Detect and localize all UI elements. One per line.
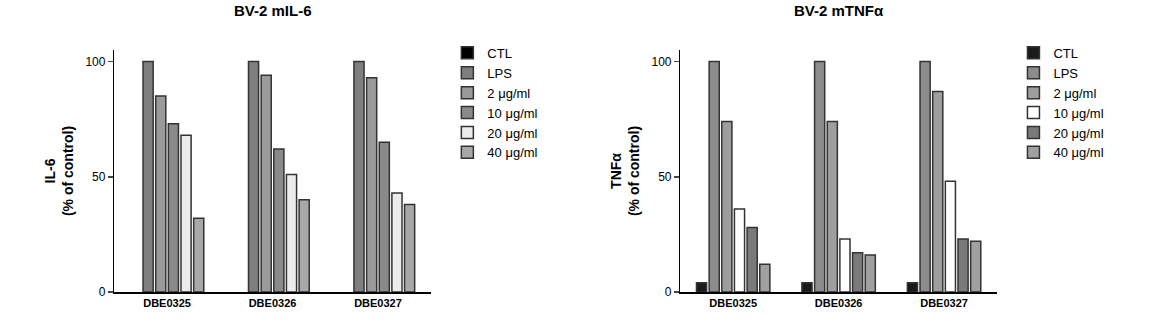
svg-text:BV-2 mTNFα: BV-2 mTNFα	[794, 2, 884, 19]
svg-text:20 μg/ml: 20 μg/ml	[487, 126, 537, 141]
svg-text:50: 50	[658, 170, 672, 184]
svg-text:40 μg/ml: 40 μg/ml	[487, 145, 537, 160]
svg-text:0: 0	[665, 285, 672, 299]
svg-text:10 μg/ml: 10 μg/ml	[1053, 106, 1103, 121]
svg-text:100: 100	[85, 55, 105, 69]
svg-text:CTL: CTL	[487, 46, 512, 61]
svg-text:2 μg/ml: 2 μg/ml	[487, 86, 530, 101]
svg-text:DBE0326: DBE0326	[249, 297, 297, 309]
svg-text:DBE0326: DBE0326	[815, 297, 863, 309]
svg-text:CTL: CTL	[1053, 46, 1078, 61]
svg-text:40 μg/ml: 40 μg/ml	[1053, 145, 1103, 160]
svg-text:LPS: LPS	[1053, 66, 1078, 81]
svg-text:50: 50	[92, 170, 106, 184]
svg-text:LPS: LPS	[487, 66, 512, 81]
svg-text:DBE0327: DBE0327	[354, 297, 402, 309]
svg-text:IL-6(% of control): IL-6(% of control)	[42, 126, 76, 216]
svg-text:TNFα(% of control): TNFα(% of control)	[608, 126, 642, 216]
svg-text:0: 0	[99, 285, 106, 299]
svg-text:20 μg/ml: 20 μg/ml	[1053, 126, 1103, 141]
svg-text:DBE0325: DBE0325	[709, 297, 757, 309]
svg-text:2 μg/ml: 2 μg/ml	[1053, 86, 1096, 101]
svg-text:DBE0325: DBE0325	[143, 297, 191, 309]
svg-text:10 μg/ml: 10 μg/ml	[487, 106, 537, 121]
svg-text:DBE0327: DBE0327	[920, 297, 968, 309]
svg-text:100: 100	[652, 55, 672, 69]
svg-text:BV-2 mIL-6: BV-2 mIL-6	[234, 2, 312, 19]
